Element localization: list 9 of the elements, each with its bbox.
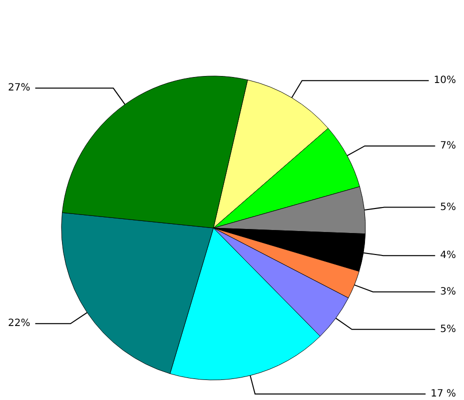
data-label: 3% [440,286,456,298]
data-label: 27% [8,82,30,94]
data-label: 17 % [430,388,456,400]
data-label: 10% [434,75,456,86]
data-label: 5% [440,324,456,335]
data-label: 7% [440,140,456,152]
data-label: 22% [8,318,30,330]
data-label: 5% [440,202,456,213]
data-label: 4% [440,250,456,262]
